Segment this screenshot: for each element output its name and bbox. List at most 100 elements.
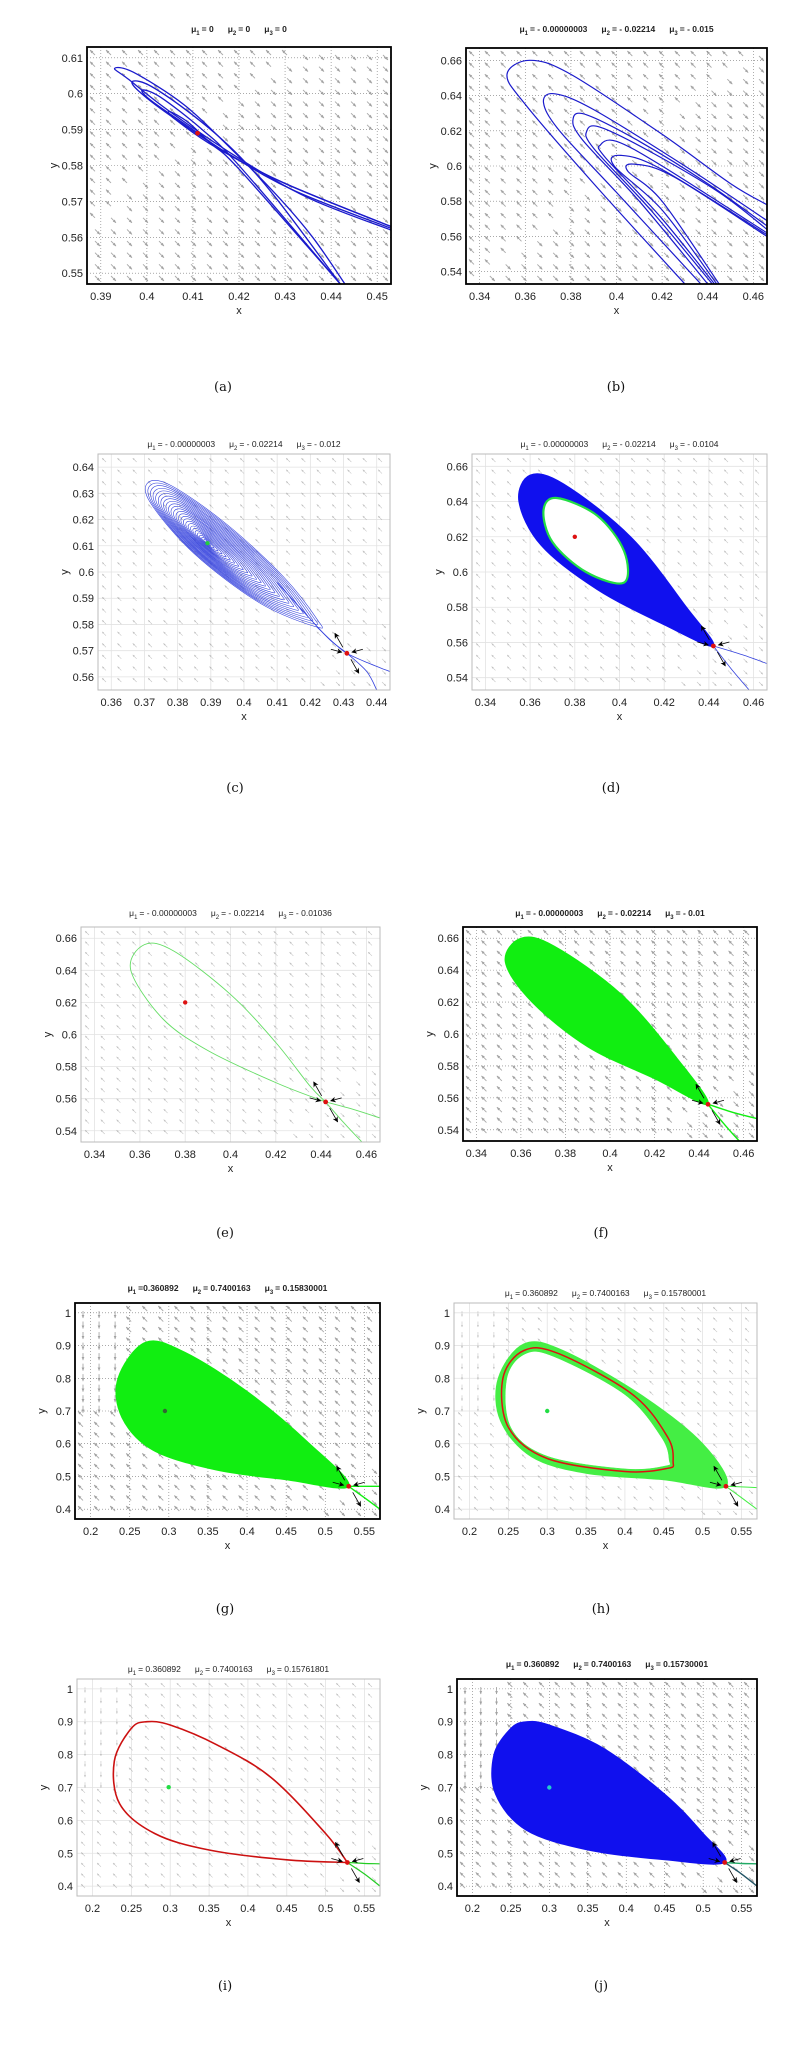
x-tick-label: 0.46 (733, 1148, 754, 1160)
x-tick-label: 0.41 (182, 291, 203, 303)
field-arrow (158, 275, 165, 282)
field-arrow (302, 205, 309, 212)
field-arrow (334, 101, 341, 107)
y-tick-label: 0.6 (453, 567, 468, 579)
field-arrow (366, 194, 373, 200)
field-arrow (126, 229, 133, 235)
field-arrow (286, 170, 293, 177)
field-arrow (174, 229, 181, 235)
field-arrow (142, 275, 149, 282)
field-arrow (142, 240, 149, 247)
field-arrow (169, 72, 176, 79)
y-tick-label: 0.6 (438, 1815, 453, 1827)
y-tick-label: 0.64 (438, 965, 459, 977)
field-arrow (270, 159, 277, 165)
field-arrow (286, 194, 293, 200)
mu-subscript: 2 (234, 446, 238, 452)
x-tick-label: 0.45 (275, 1526, 296, 1538)
field-arrow (89, 154, 96, 161)
mu-subscript: 1 (133, 1671, 137, 1677)
x-tick-label: 0.36 (519, 697, 540, 709)
field-arrow (302, 147, 309, 154)
field-arrow (110, 217, 117, 224)
field-arrow (302, 112, 309, 119)
y-tick-label: 0.6 (58, 1815, 73, 1827)
field-arrow (350, 101, 357, 107)
field-arrow (110, 264, 117, 270)
field-arrow (137, 49, 144, 56)
field-arrow (270, 275, 277, 282)
field-arrow (94, 229, 101, 235)
field-arrow (153, 61, 160, 67)
field-arrow (302, 54, 309, 61)
mu-subscript: 3 (651, 1666, 655, 1672)
equilibrium-center-point (205, 540, 210, 546)
y-tick-label: 1 (67, 1684, 73, 1696)
x-tick-label: 0.25 (498, 1526, 519, 1538)
x-tick-label: 0.35 (198, 1903, 219, 1915)
field-arrow (286, 217, 293, 224)
field-arrow (270, 252, 277, 259)
x-tick-label: 0.2 (465, 1903, 480, 1915)
field-arrow (137, 131, 144, 137)
field-arrow (222, 252, 229, 259)
field-arrow (318, 124, 325, 131)
field-arrow (217, 61, 224, 67)
field-arrow (270, 77, 277, 84)
field-arrow (169, 49, 176, 56)
field-arrow (254, 205, 261, 212)
field-arrow (350, 54, 357, 61)
mu-value: = - 0.00000003 (158, 439, 216, 449)
field-arrow (233, 61, 240, 67)
field-arrow (318, 229, 325, 235)
x-tick-label: 0.5 (695, 1526, 710, 1538)
field-arrow (318, 136, 325, 142)
field-arrow (201, 96, 208, 102)
field-arrow (169, 142, 176, 149)
equilibrium-saddle-point (722, 1860, 728, 1865)
field-arrow (105, 119, 112, 126)
x-tick-label: 0.25 (121, 1903, 142, 1915)
field-arrow (190, 240, 197, 247)
field-arrow (158, 264, 165, 270)
field-arrow (89, 72, 96, 79)
field-arrow (190, 182, 197, 189)
field-arrow (121, 131, 128, 137)
y-tick-label: 0.56 (438, 1093, 459, 1105)
x-tick-label: 0.44 (698, 697, 719, 709)
x-tick-label: 0.35 (575, 1526, 596, 1538)
x-tick-label: 0.35 (197, 1526, 218, 1538)
x-tick-label: 0.55 (731, 1526, 752, 1538)
field-arrow (206, 252, 213, 259)
field-arrow (334, 194, 341, 200)
field-arrow (137, 107, 144, 114)
x-tick-label: 0.42 (300, 697, 321, 709)
field-arrow (142, 217, 149, 224)
field-arrow (158, 217, 165, 224)
field-arrow (318, 170, 325, 177)
field-arrow (254, 252, 261, 259)
field-arrow (366, 136, 373, 142)
y-axis-label: y (427, 163, 439, 169)
field-arrow (105, 61, 112, 67)
x-tick-label: 0.42 (265, 1149, 286, 1161)
y-tick-label: 0.54 (438, 1125, 459, 1137)
panel-title: μ1 = - 0.00000003 μ2 = - 0.02214 μ3 = - 0.015 (519, 24, 713, 37)
field-arrow (142, 252, 149, 259)
field-arrow (137, 142, 144, 149)
field-arrow (89, 107, 96, 114)
field-arrow (334, 54, 341, 61)
mu-subscript: 1 (196, 31, 200, 37)
field-arrow (105, 131, 112, 137)
field-arrow (334, 275, 341, 282)
mu-subscript: 3 (674, 31, 678, 37)
field-arrow (222, 275, 229, 282)
field-arrow (121, 142, 128, 149)
field-arrow (206, 194, 213, 200)
mu-subscript: 2 (607, 31, 611, 37)
y-tick-label: 0.9 (56, 1341, 71, 1353)
field-arrow (158, 240, 165, 247)
mu-subscript: 3 (283, 915, 287, 921)
y-tick-label: 0.4 (438, 1881, 453, 1893)
